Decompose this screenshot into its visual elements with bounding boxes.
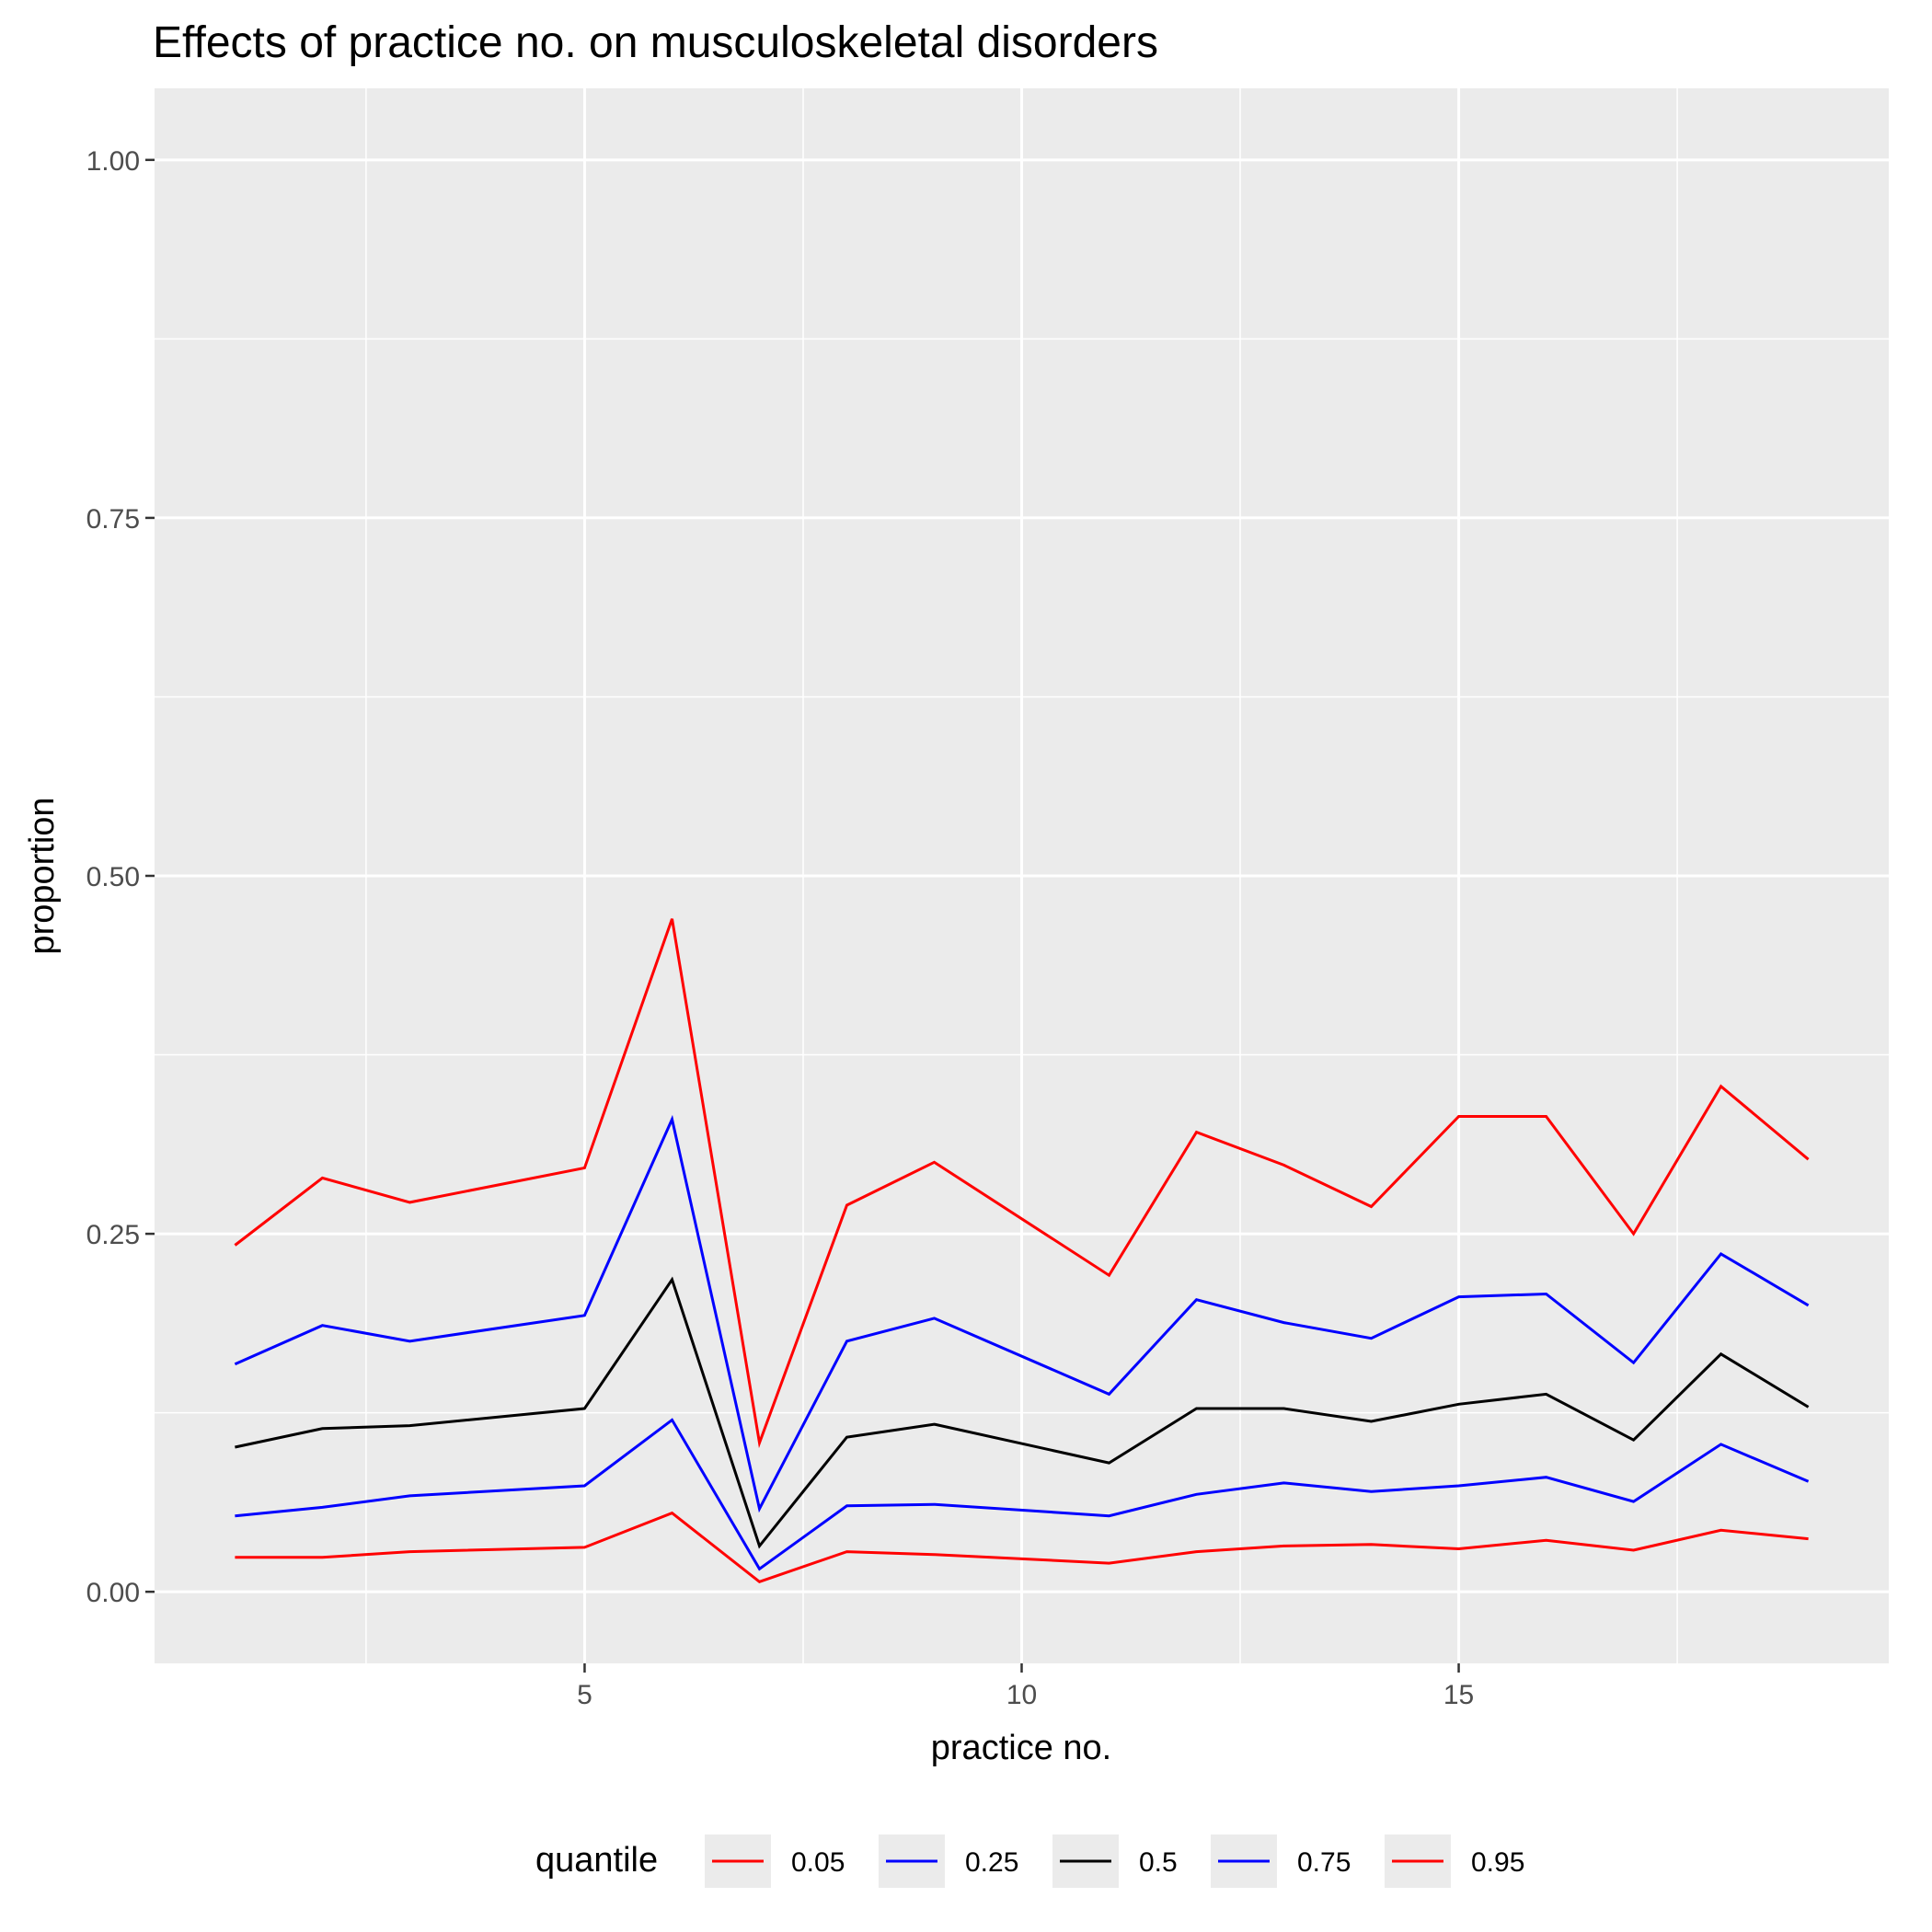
grid-layer	[155, 88, 1889, 1663]
chart-title: Effects of practice no. on musculoskelet…	[153, 18, 1158, 67]
y-tick-label: 0.25	[86, 1220, 140, 1250]
series-line-0-95	[234, 918, 1810, 1449]
y-tick-label: 0.50	[86, 862, 140, 892]
series-line-0-5	[235, 1276, 1810, 1549]
legend-title: quantile	[535, 1841, 658, 1880]
legend-label: 0.75	[1297, 1847, 1351, 1878]
y-axis-title: proportion	[23, 797, 62, 954]
legend-label: 0.5	[1139, 1847, 1178, 1878]
legend: quantile 0.05 0.25 0.5 0.75 0.95	[535, 1834, 1524, 1888]
x-tick-label: 15	[1443, 1680, 1474, 1710]
legend-keys: 0.05 0.25 0.5 0.75 0.95	[705, 1834, 1524, 1888]
axis-layer: 0.00 0.25 0.50 0.75 1.00 5 10 15	[86, 146, 1475, 1710]
series-line-0-25	[235, 1418, 1810, 1571]
series-line-0-75	[234, 1114, 1810, 1513]
x-tick-label: 5	[577, 1680, 592, 1710]
series-line-0-05	[235, 1511, 1809, 1583]
y-tick-label: 0.75	[86, 504, 140, 535]
y-tick-label: 1.00	[86, 146, 140, 177]
x-axis-title: practice no.	[931, 1729, 1111, 1767]
x-tick-label: 10	[1006, 1680, 1037, 1710]
legend-label: 0.05	[791, 1847, 845, 1878]
series-layer	[234, 918, 1810, 1583]
y-tick-label: 0.00	[86, 1578, 140, 1608]
legend-label: 0.25	[965, 1847, 1018, 1878]
legend-label: 0.95	[1471, 1847, 1524, 1878]
